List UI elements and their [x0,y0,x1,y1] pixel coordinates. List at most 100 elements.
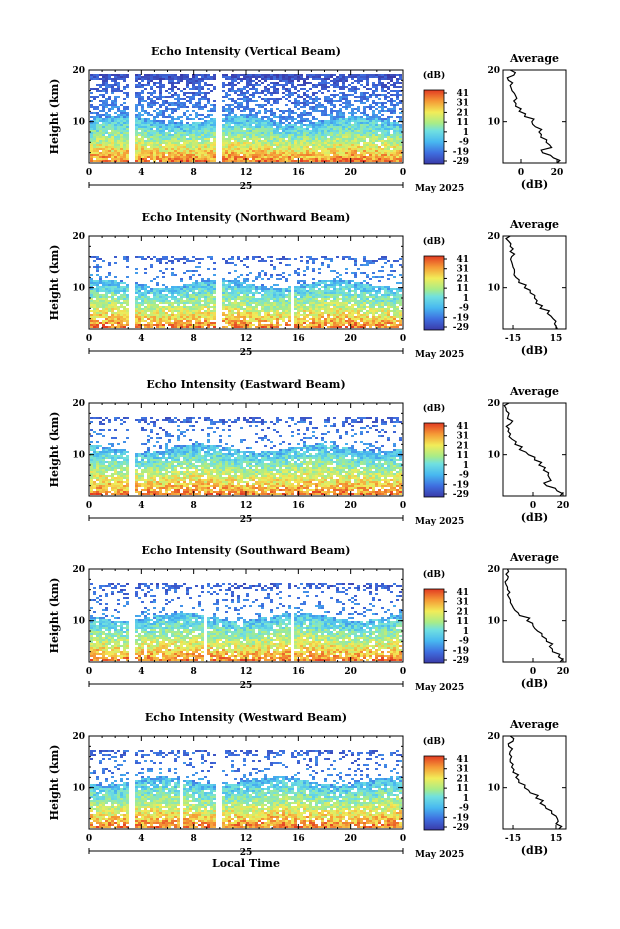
heatmap-cell [111,284,114,286]
heatmap-cell [171,292,174,294]
heatmap-cell [180,140,183,142]
heatmap-cell [258,156,261,158]
heatmap-cell [198,122,201,124]
heatmap-cell [90,274,93,276]
heatmap-cell [105,130,108,132]
heatmap-cell [156,304,159,306]
heatmap-cell [240,314,243,316]
heatmap-cell [291,142,294,144]
heatmap-cell [183,286,186,288]
heatmap-cell [228,300,231,302]
heatmap-cell [315,142,318,144]
heatmap-cell [357,124,360,126]
heatmap-cell [117,290,120,292]
heatmap-cell [108,280,111,282]
heatmap-cell [246,102,249,104]
heatmap-cell [90,154,93,156]
heatmap-cell [246,308,249,310]
heatmap-cell [300,150,303,152]
heatmap-cell [195,310,198,312]
heatmap-cell [297,126,300,128]
heatmap-cell [285,74,288,76]
heatmap-cell [342,128,345,130]
heatmap-cell [294,132,297,134]
heatmap-cell [126,296,129,298]
heatmap-cell [174,122,177,124]
heatmap-cell [156,324,159,326]
heatmap-cell [162,78,165,80]
heatmap-cell [372,160,375,162]
heatmap-cell [117,126,120,128]
heatmap-cell [141,256,144,258]
heatmap-cell [243,100,246,102]
heatmap-cell [150,258,153,260]
heatmap-cell [384,134,387,136]
heatmap-cell [105,114,108,116]
heatmap-cell [300,124,303,126]
heatmap-cell [258,80,261,82]
heatmap-cell [183,124,186,126]
heatmap-cell [246,290,249,292]
heatmap-cell [150,138,153,140]
heatmap-cell [222,278,225,280]
heatmap-cell [99,314,102,316]
heatmap-cell [300,138,303,140]
heatmap-cell [252,300,255,302]
heatmap-cell [96,134,99,136]
heatmap-cell [354,140,357,142]
heatmap-cell [99,86,102,88]
heatmap-cell [147,124,150,126]
heatmap-cell [165,302,168,304]
heatmap-cell [390,80,393,82]
heatmap-cell [180,314,183,316]
heatmap-cell [198,310,201,312]
heatmap-cell [147,142,150,144]
heatmap-cell [285,294,288,296]
heatmap-cell [102,294,105,296]
heatmap-cell [375,108,378,110]
heatmap-cell [102,114,105,116]
heatmap-cell [201,114,204,116]
heatmap-cell [258,96,261,98]
heatmap-cell [90,132,93,134]
heatmap-cell [93,126,96,128]
heatmap-cell [255,276,258,278]
heatmap-cell [279,110,282,112]
heatmap-cell [138,284,141,286]
heatmap-cell [399,146,402,148]
heatmap-cell [381,148,384,150]
heatmap-cell [351,112,354,114]
heatmap-cell [198,126,201,128]
heatmap-cell [324,152,327,154]
heatmap-cell [165,318,168,320]
heatmap-cell [291,102,294,104]
heatmap-cell [147,78,150,80]
heatmap-cell [204,76,207,78]
heatmap-cell [138,302,141,304]
heatmap-cell [276,288,279,290]
heatmap-cell [105,312,108,314]
heatmap-cell [168,322,171,324]
heatmap-cell [396,98,399,100]
heatmap-cell [330,126,333,128]
heatmap-cell [171,126,174,128]
heatmap-cell [141,324,144,326]
heatmap-cell [324,112,327,114]
heatmap-cell [333,104,336,106]
heatmap-cell [195,102,198,104]
heatmap-cell [141,318,144,320]
heatmap-cell [294,112,297,114]
heatmap-cell [171,144,174,146]
heatmap-cell [246,90,249,92]
heatmap-cell [165,294,168,296]
heatmap-cell [195,150,198,152]
heatmap-cell [327,140,330,142]
heatmap-cell [237,158,240,160]
heatmap-cell [249,304,252,306]
heatmap-cell [159,114,162,116]
heatmap-cell [120,150,123,152]
heatmap-cell [237,88,240,90]
heatmap-cell [135,322,138,324]
heatmap-cell [255,150,258,152]
heatmap-cell [327,154,330,156]
